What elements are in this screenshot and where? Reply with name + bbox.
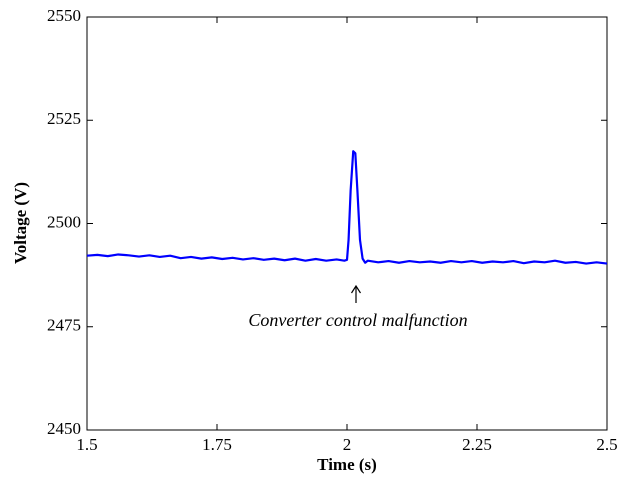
x-tick-label: 1.75 [202, 435, 232, 454]
annotation: Converter control malfunction [248, 310, 467, 330]
line-series [86, 150, 608, 265]
x-tick-label: 2.5 [596, 435, 617, 454]
y-tick-label: 2550 [47, 6, 81, 25]
y-tick-label: 2500 [47, 212, 81, 231]
y-tick-label: 2525 [47, 109, 81, 128]
y-tick-label: 2450 [47, 419, 81, 438]
annotation-arrowhead [350, 284, 362, 294]
x-tick-label: 2.25 [462, 435, 492, 454]
y-tick-label: 2475 [47, 316, 81, 335]
x-tick-label: 1.5 [76, 435, 97, 454]
x-axis-title: Time (s) [317, 455, 377, 474]
x-tick-label: 2 [343, 435, 352, 454]
y-axis-title: Voltage (V) [11, 182, 30, 264]
plot-area [86, 16, 608, 431]
